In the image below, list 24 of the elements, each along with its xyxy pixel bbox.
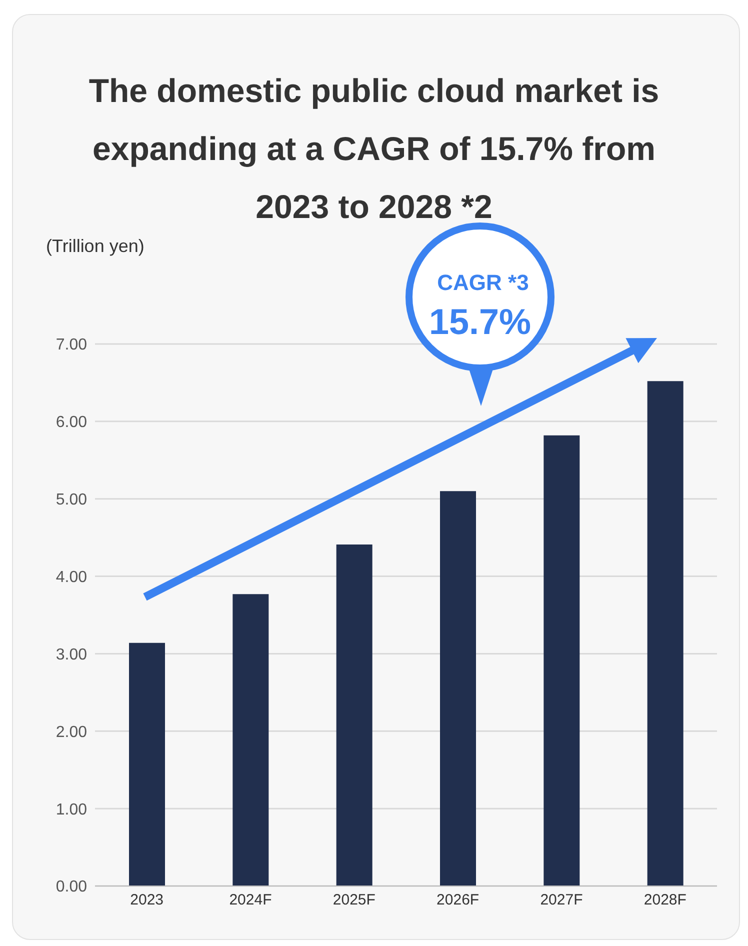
y-tick-label: 1.00 [56,801,88,818]
y-tick-label: 7.00 [56,336,88,354]
y-tick-label: 0.00 [56,878,88,896]
x-tick-label: 2027F [540,892,583,909]
y-tick-label: 2.00 [56,724,88,741]
bar [647,381,684,886]
bar [336,544,372,886]
text: 15.7% [428,301,532,342]
y-tick-label: 4.00 [56,568,88,586]
x-tick-label: 2028F [644,892,686,909]
bar [440,491,476,886]
bar [232,594,269,886]
y-tick-label: 3.00 [56,646,88,664]
x-tick-label: 2023 [130,892,164,909]
y-tick-label: 6.00 [56,414,88,432]
bar [544,435,580,886]
y-axis-title: (Trillion yen) [46,236,144,257]
text: CAGR *3 [437,270,529,295]
x-tick-label: 2025F [332,892,376,909]
y-tick-label: 5.00 [56,492,88,509]
bar [129,642,165,886]
chart-title: The domestic public cloud market is expanding at a CAGR of 15.7% from 2023 to 2028 *2 [88,71,660,227]
x-tick-label: 2024F [229,892,272,909]
x-tick-label: 2026F [436,892,480,909]
